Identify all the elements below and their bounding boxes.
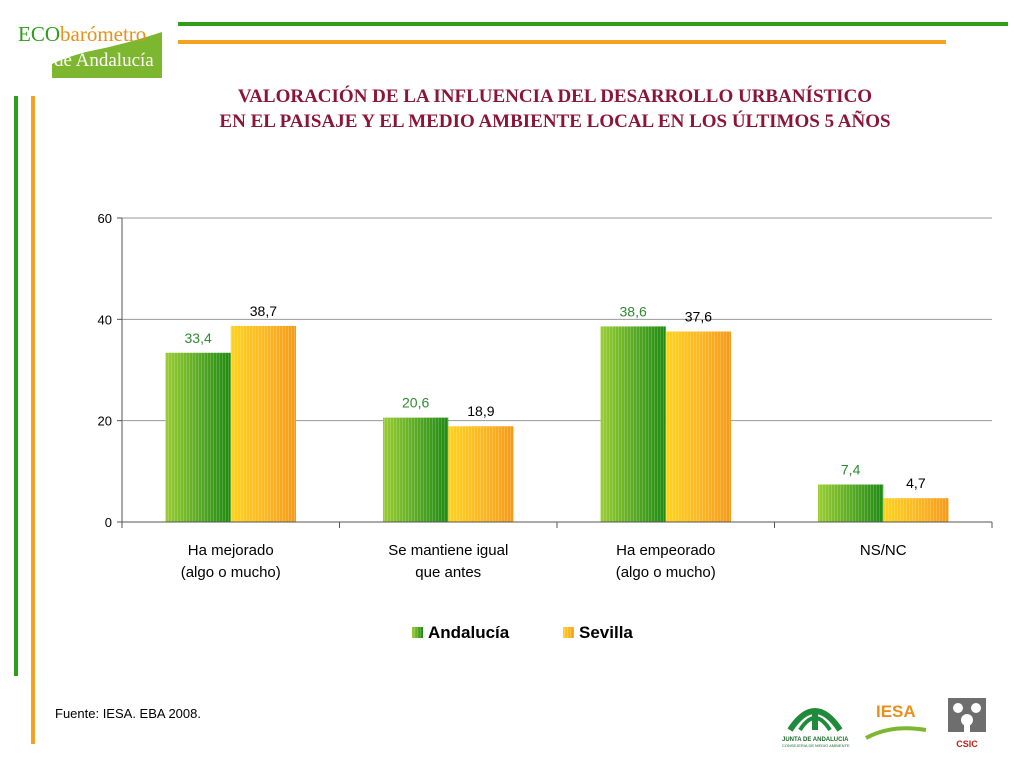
y-tick-label: 20 bbox=[98, 414, 112, 429]
category-label: Se mantiene igual bbox=[388, 542, 508, 559]
logo-green-swoosh bbox=[52, 32, 162, 78]
legend-swatch-texture bbox=[563, 627, 574, 638]
bar-texture bbox=[818, 484, 884, 522]
data-label: 37,6 bbox=[685, 308, 712, 324]
bar-texture bbox=[383, 417, 449, 522]
csic-logo: CSIC bbox=[944, 696, 990, 752]
logo-barometro-text: barómetro bbox=[60, 22, 147, 46]
category-label: que antes bbox=[415, 564, 481, 581]
category-label: (algo o mucho) bbox=[181, 564, 281, 581]
page-title: VALORACIÓN DE LA INFLUENCIA DEL DESARROL… bbox=[60, 84, 1024, 134]
legend-label: Andalucía bbox=[428, 623, 510, 642]
junta-andalucia-logo: JUNTA DE ANDALUCIA CONSEJERIA DE MEDIO A… bbox=[782, 696, 850, 750]
bar-texture bbox=[448, 426, 514, 522]
bar-texture bbox=[165, 352, 231, 522]
category-label: Ha mejorado bbox=[188, 542, 274, 559]
bar-chart: 0 20 40 60 33,4 38,7 Ha mejorado (algo o mucho… bbox=[98, 211, 993, 642]
logo-eco-text: ECO bbox=[18, 22, 60, 46]
data-label: 38,6 bbox=[620, 303, 647, 319]
category-label: NS/NC bbox=[860, 542, 907, 559]
data-label: 20,6 bbox=[402, 395, 429, 411]
iesa-logo: IESA bbox=[862, 700, 932, 744]
csic-text: CSIC bbox=[956, 739, 978, 749]
left-orange-line bbox=[31, 96, 35, 744]
data-label: 38,7 bbox=[250, 303, 277, 319]
title-line-1: VALORACIÓN DE LA INFLUENCIA DEL DESARROL… bbox=[237, 86, 873, 107]
legend-label: Sevilla bbox=[579, 623, 633, 642]
bar-texture bbox=[230, 325, 296, 522]
legend-swatch-texture bbox=[412, 627, 423, 638]
category-label: (algo o mucho) bbox=[616, 564, 716, 581]
csic-emblem-icon bbox=[948, 698, 986, 732]
logo-andalucia-text: de Andalucía bbox=[54, 50, 154, 71]
data-label: 33,4 bbox=[185, 330, 212, 346]
data-label: 18,9 bbox=[467, 403, 494, 419]
top-orange-line bbox=[178, 40, 946, 44]
data-label: 7,4 bbox=[841, 462, 861, 478]
y-tick-label: 40 bbox=[98, 312, 112, 327]
bar-texture bbox=[665, 331, 731, 522]
junta-text-1: JUNTA DE ANDALUCIA bbox=[782, 737, 849, 743]
bar-texture bbox=[883, 498, 949, 522]
data-label: 4,7 bbox=[906, 475, 926, 491]
category-label: Ha empeorado bbox=[616, 542, 715, 559]
top-green-line bbox=[178, 22, 1008, 26]
junta-text-2: CONSEJERIA DE MEDIO AMBIENTE bbox=[782, 743, 850, 748]
bar-texture bbox=[600, 326, 666, 522]
y-tick-label: 60 bbox=[98, 211, 112, 226]
source-note: Fuente: IESA. EBA 2008. bbox=[55, 706, 201, 721]
y-tick-label: 0 bbox=[105, 515, 112, 530]
iesa-text: IESA bbox=[876, 702, 916, 721]
left-green-line bbox=[14, 96, 18, 676]
ecobarometro-logo: ECObarómetro de Andalucía bbox=[16, 18, 166, 80]
title-line-2: EN EL PAISAJE Y EL MEDIO AMBIENTE LOCAL … bbox=[219, 111, 891, 132]
